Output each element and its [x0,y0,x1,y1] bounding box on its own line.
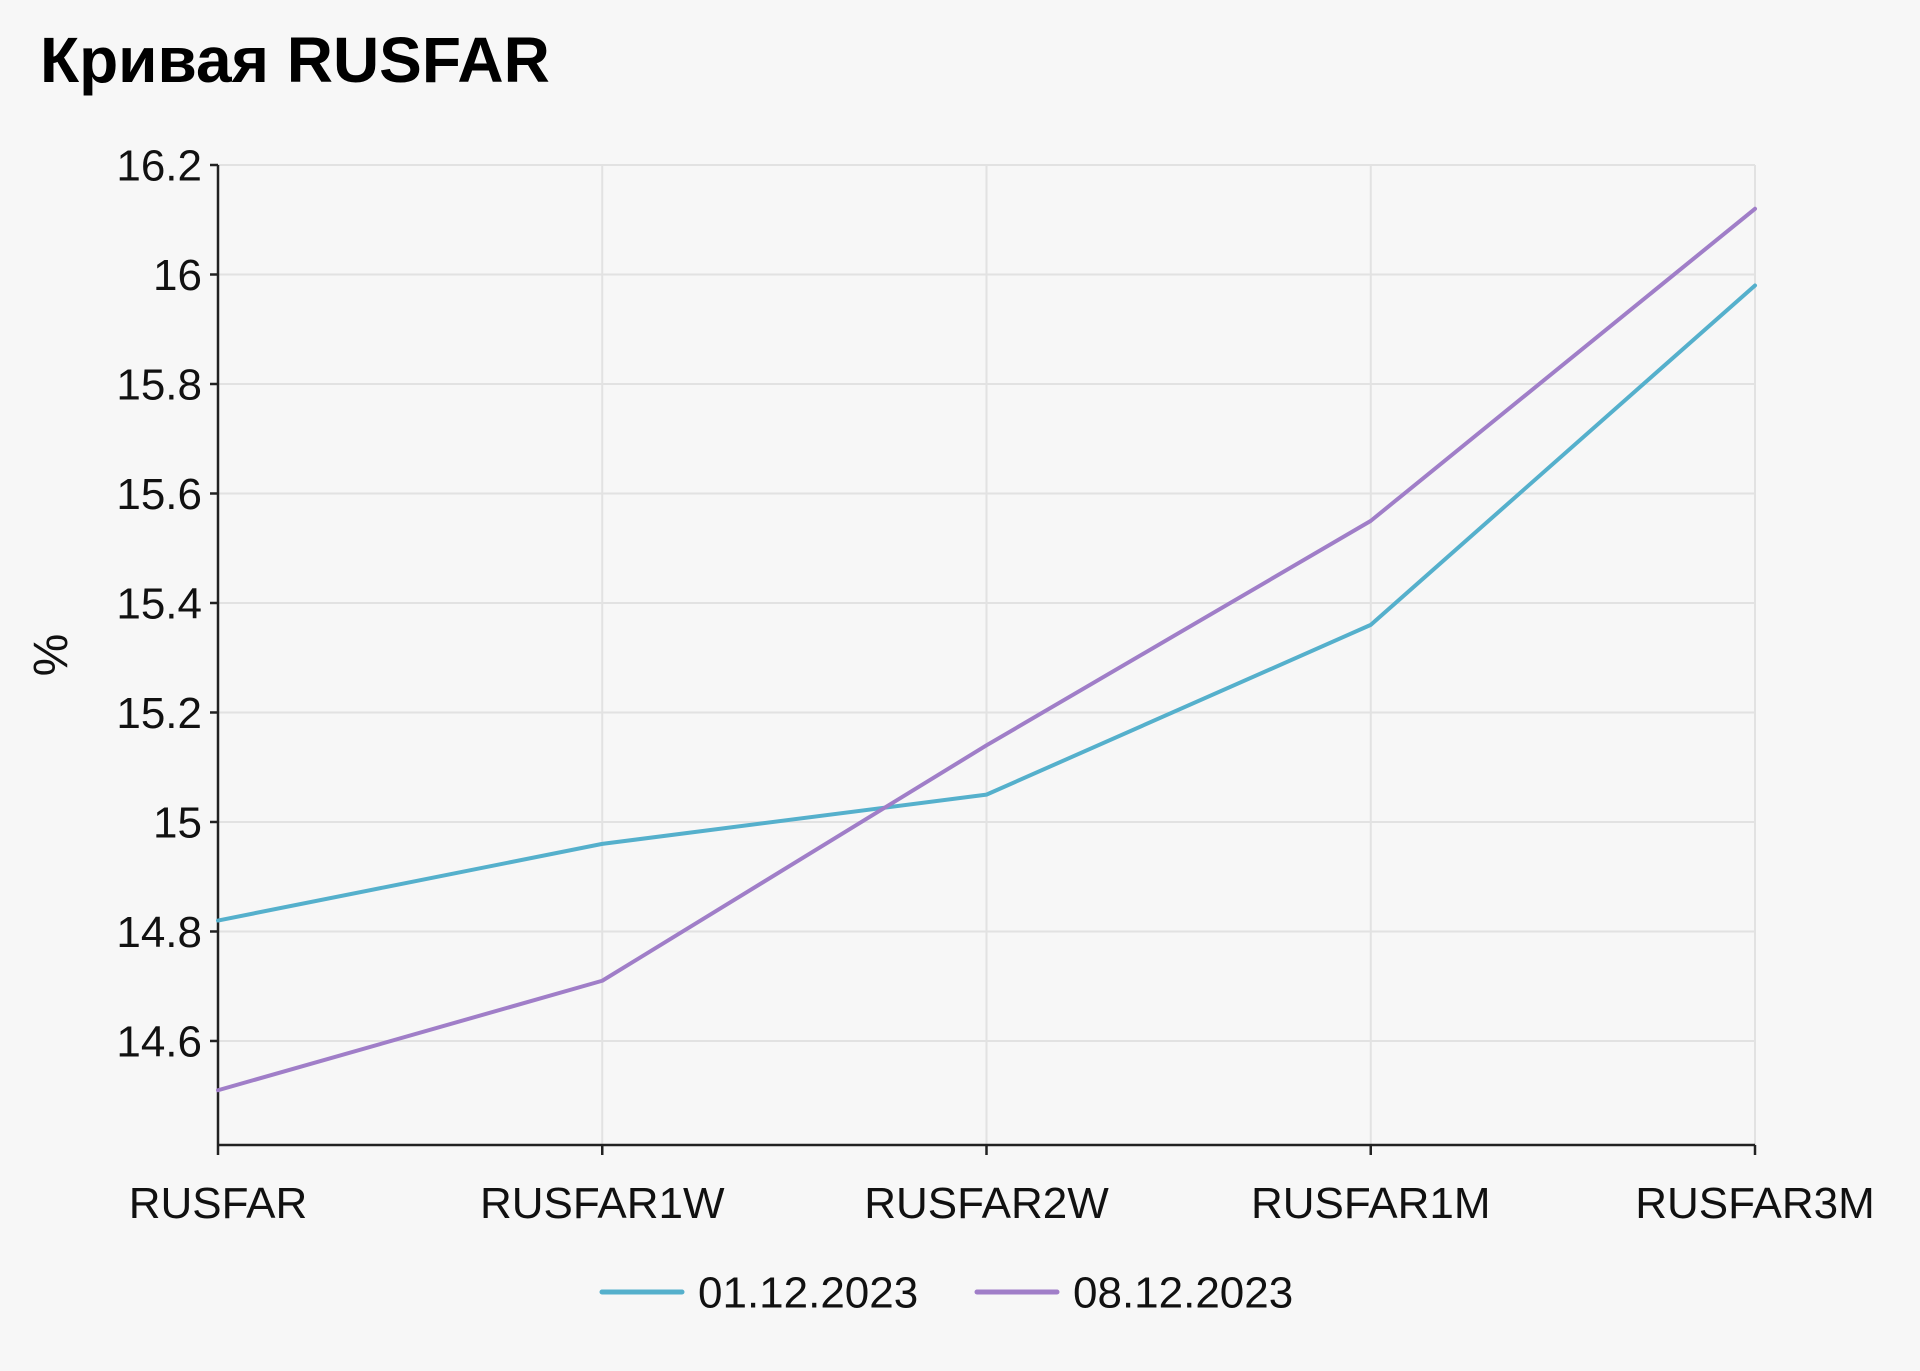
chart-title: Кривая RUSFAR [40,24,550,96]
y-tick-label: 14.8 [116,908,202,957]
y-axis-label: % [25,634,78,677]
series-line-1 [216,283,1757,923]
x-tick-label: RUSFAR3M [1635,1179,1875,1228]
y-tick-label: 15.2 [116,689,202,738]
legend-label-1: 01.12.2023 [698,1268,918,1317]
x-tick-label: RUSFAR1M [1251,1179,1491,1228]
y-tick-label: 16.2 [116,141,202,190]
y-tick-label: 15.4 [116,579,202,628]
y-tick-label: 14.6 [116,1017,202,1066]
grid [218,164,1756,1145]
x-tick-label: RUSFAR [129,1179,307,1228]
tick-labels: 14.6 14.8 15 15.2 15.4 15.6 15.8 16 16.2 RUSFAR RU… [116,141,1874,1228]
series-line-2 [216,206,1757,1093]
y-tick-label: 15.8 [116,360,202,409]
x-tick-label: RUSFAR1W [480,1179,725,1228]
x-tick-label: RUSFAR2W [864,1179,1109,1228]
y-tick-label: 16 [153,251,202,300]
legend-label-2: 08.12.2023 [1073,1268,1293,1317]
series-lines [216,206,1757,1093]
legend: 01.12.2023 08.12.2023 [599,1268,1293,1317]
y-tick-label: 15.6 [116,470,202,519]
axes [210,163,1757,1155]
y-tick-label: 15 [153,798,202,847]
